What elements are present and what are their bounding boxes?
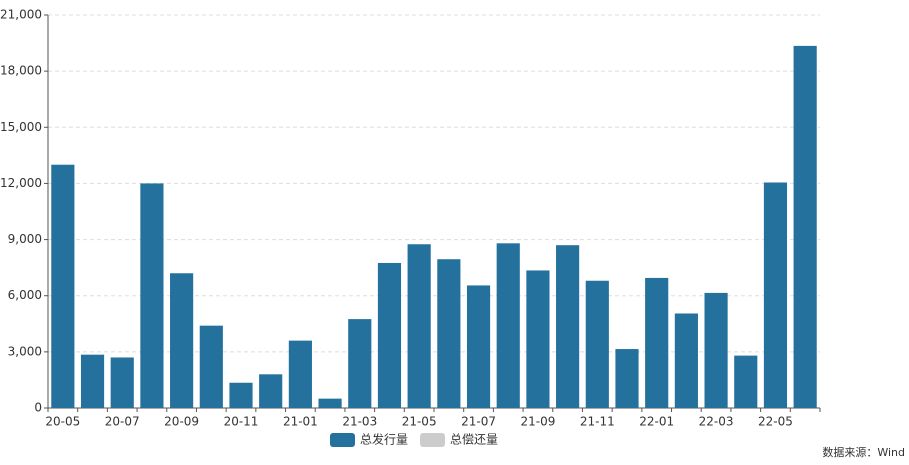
legend-swatch[interactable] [330, 433, 355, 447]
x-tick-label: 20-09 [164, 415, 199, 429]
y-tick-label: 15,000 [0, 120, 42, 134]
bar [259, 374, 283, 408]
bar [51, 164, 75, 408]
bar [348, 319, 372, 408]
bar [466, 285, 491, 408]
y-tick-label: 18,000 [0, 64, 42, 78]
bar [199, 325, 223, 408]
x-tick-label: 21-05 [402, 415, 437, 429]
x-tick-label: 21-11 [580, 415, 615, 429]
y-tick-label: 0 [34, 401, 42, 415]
bar [615, 349, 639, 408]
x-tick-label: 22-01 [639, 415, 674, 429]
x-tick-label: 21-03 [342, 415, 377, 429]
legend-label[interactable]: 总发行量 [360, 432, 408, 447]
y-tick-label: 21,000 [0, 8, 42, 22]
bar [288, 340, 312, 408]
x-tick-label: 20-05 [45, 415, 80, 429]
bar [585, 280, 609, 408]
bar [645, 277, 669, 408]
bar [229, 382, 253, 408]
bar [704, 292, 728, 408]
bar [407, 244, 431, 408]
x-tick-label: 22-05 [758, 415, 793, 429]
bar [80, 354, 105, 408]
source-note: 数据来源：Wind [822, 445, 905, 459]
bar [674, 313, 698, 408]
bar [734, 355, 758, 408]
x-tick-label: 20-07 [105, 415, 140, 429]
y-tick-label: 6,000 [8, 288, 42, 302]
bar [793, 45, 817, 408]
bar [496, 243, 520, 408]
y-tick-label: 9,000 [8, 232, 42, 246]
x-tick-label: 21-09 [520, 415, 555, 429]
bar [526, 270, 550, 408]
bar [140, 183, 164, 408]
legend-label[interactable]: 总偿还量 [450, 432, 498, 447]
x-tick-label: 20-11 [224, 415, 259, 429]
x-tick-label: 21-01 [283, 415, 318, 429]
bar [763, 182, 788, 408]
y-tick-label: 3,000 [8, 344, 42, 358]
bar [318, 398, 342, 408]
x-tick-label: 22-03 [699, 415, 734, 429]
y-tick-label: 12,000 [0, 176, 42, 190]
legend-swatch[interactable] [420, 433, 446, 447]
bar [377, 262, 402, 408]
bar [556, 245, 580, 408]
bar [437, 259, 461, 408]
bar [170, 273, 194, 408]
bar [110, 357, 134, 408]
x-tick-label: 21-07 [461, 415, 496, 429]
